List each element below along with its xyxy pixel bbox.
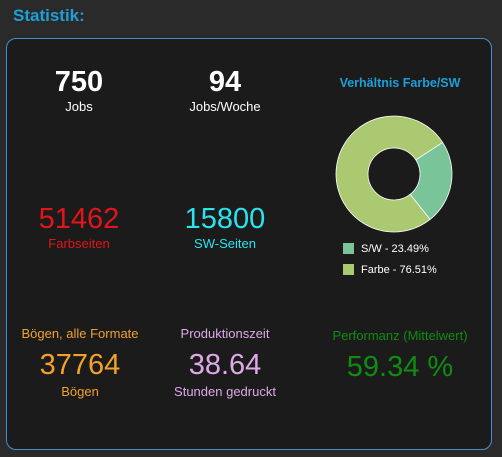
farbseiten-label: Farbseiten	[48, 236, 110, 251]
performanz-value: 59.34 %	[346, 351, 454, 383]
legend-label-farbe: Farbe - 76.51%	[361, 263, 437, 276]
farbseiten-value: 51462	[38, 203, 120, 235]
jobs-label: Jobs	[65, 99, 93, 114]
donut-slice-farbe	[335, 115, 444, 233]
jobs-per-week-value: 94	[208, 66, 242, 98]
jobs-per-week-label: Jobs/Woche	[189, 99, 261, 114]
produktion-label: Stunden gedruckt	[174, 384, 276, 399]
stat-jobs-per-week: 94 Jobs/Woche	[165, 66, 285, 116]
boegen-heading: Bögen, alle Formate	[21, 326, 139, 341]
boegen-label: Bögen	[61, 384, 99, 399]
legend-label-sw: S/W - 23.49%	[361, 242, 429, 255]
jobs-value: 750	[54, 66, 104, 98]
legend-item-sw: S/W - 23.49%	[343, 238, 437, 259]
chart-legend: S/W - 23.49% Farbe - 76.51%	[343, 238, 437, 280]
legend-swatch-farbe	[343, 264, 354, 275]
section-title: Statistik:	[13, 6, 85, 25]
legend-item-farbe: Farbe - 76.51%	[343, 259, 437, 280]
sw-seiten-label: SW-Seiten	[194, 236, 256, 251]
stat-produktionszeit: Produktionszeit 38.64 Stunden gedruckt	[160, 325, 290, 401]
stat-boegen: Bögen, alle Formate 37764 Bögen	[15, 325, 145, 401]
produktion-value: 38.64	[188, 349, 262, 381]
stat-sw-seiten: 15800 SW-Seiten	[165, 203, 285, 253]
stat-jobs: 750 Jobs	[19, 66, 139, 116]
sw-seiten-value: 15800	[184, 203, 266, 235]
ratio-donut-chart	[335, 115, 453, 233]
stat-performanz: Performanz (Mittelwert) 59.34 %	[305, 327, 495, 383]
statistics-panel	[6, 38, 492, 450]
stat-farbseiten: 51462 Farbseiten	[19, 203, 139, 253]
produktion-heading: Produktionszeit	[180, 326, 270, 341]
chart-title: Verhältnis Farbe/SW	[339, 76, 461, 90]
boegen-value: 37764	[39, 349, 121, 381]
legend-swatch-sw	[343, 243, 354, 254]
performanz-heading: Performanz (Mittelwert)	[332, 328, 468, 343]
